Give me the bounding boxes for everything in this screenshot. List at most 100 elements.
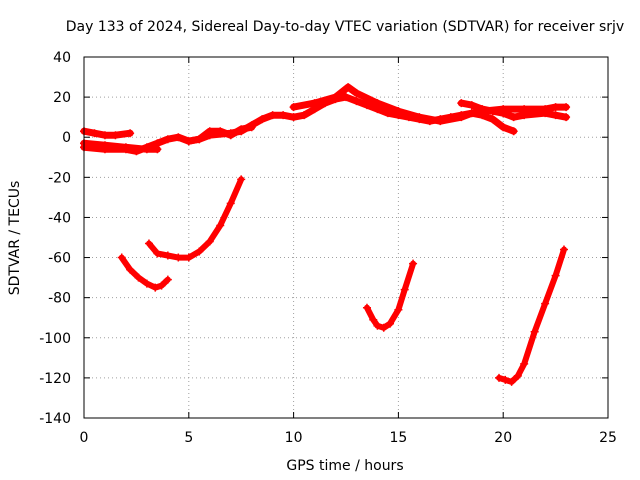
y-tick-label: -140 [39, 411, 71, 427]
data-point [153, 249, 162, 258]
y-tick-label: -60 [48, 251, 71, 267]
y-tick-label: 40 [53, 50, 71, 66]
data-point [144, 239, 153, 248]
chart-title: Day 133 of 2024, Sidereal Day-to-day VTE… [66, 19, 624, 35]
data-point [90, 129, 99, 138]
data-point [559, 245, 568, 254]
data-point [499, 123, 508, 132]
y-tick-label: -120 [39, 371, 71, 387]
data-point [362, 101, 371, 110]
data-point [373, 321, 382, 330]
data-point [300, 111, 309, 120]
data-point [153, 139, 162, 148]
data-point [562, 103, 571, 112]
data-point [507, 377, 516, 386]
data-point [478, 105, 487, 114]
data-point [121, 145, 130, 154]
data-point [237, 175, 246, 184]
data-point [126, 129, 135, 138]
data-point [457, 113, 466, 122]
data-point [163, 135, 172, 144]
data-point [157, 281, 166, 290]
data-point [163, 275, 172, 284]
data-point [394, 107, 403, 116]
series-line-arc-4 [496, 246, 567, 385]
data-point [195, 247, 204, 256]
data-point [541, 299, 550, 308]
data-point [342, 93, 350, 102]
data-point [541, 109, 550, 118]
data-point [268, 111, 277, 120]
data-point [551, 111, 560, 120]
data-point [530, 327, 539, 336]
data-point [373, 99, 382, 108]
data-point [488, 107, 497, 116]
x-tick-label: 25 [599, 430, 617, 446]
y-tick-label: 0 [62, 130, 71, 146]
data-point [562, 113, 571, 122]
plot-frame [83, 56, 609, 419]
data-point [551, 271, 560, 280]
data-point [258, 115, 267, 124]
ticks: 0 5 10 15 20 25 40 20 0 -20 -40 -60 -80 -100 -120 -140 [39, 50, 617, 446]
x-tick-label: 15 [389, 430, 407, 446]
data-point [509, 127, 518, 136]
data-point [331, 93, 340, 102]
data-point [513, 371, 522, 380]
data-point [237, 125, 246, 134]
data-point [151, 283, 160, 292]
data-point [310, 99, 319, 108]
data-point [467, 109, 476, 118]
data-point [226, 199, 235, 208]
data-point [352, 97, 361, 106]
data-point [174, 133, 183, 142]
x-axis-label: GPS time / hours [286, 458, 403, 474]
data-point [205, 127, 214, 136]
data-point [205, 237, 214, 246]
data-point [467, 101, 476, 110]
data-point [495, 373, 504, 382]
data-point [415, 113, 424, 122]
data-point [352, 89, 361, 98]
data-point [344, 83, 353, 92]
data-point [142, 279, 151, 288]
data-point [520, 111, 529, 120]
data-point [551, 103, 560, 112]
x-tick-label: 10 [285, 430, 303, 446]
x-tick-label: 5 [184, 430, 193, 446]
data-point [226, 131, 235, 140]
data-point [247, 123, 256, 132]
y-tick-label: -100 [39, 331, 71, 347]
series-layer [80, 83, 571, 386]
data-point [100, 145, 109, 154]
data-point [409, 259, 418, 268]
data-point [499, 109, 508, 118]
data-point [126, 265, 135, 274]
x-tick-label: 20 [494, 430, 512, 446]
y-axis-label: SDTVAR / TECUs [7, 181, 23, 296]
data-point [369, 315, 378, 324]
data-point [134, 273, 143, 282]
data-point [111, 131, 120, 140]
data-point [488, 115, 497, 124]
data-point [216, 127, 225, 136]
data-point [289, 103, 298, 112]
y-tick-label: -40 [48, 210, 71, 226]
data-point [289, 113, 298, 122]
y-tick-label: 20 [53, 90, 71, 106]
data-point [400, 285, 409, 294]
data-point [195, 135, 204, 144]
data-point [100, 131, 109, 140]
data-point [394, 305, 403, 314]
data-point [501, 375, 510, 384]
data-point [379, 323, 388, 332]
data-point [142, 143, 151, 152]
data-point [520, 359, 529, 368]
data-point [163, 251, 172, 260]
data-point [362, 303, 371, 312]
data-point [386, 319, 395, 328]
data-point [509, 113, 518, 122]
data-point [184, 137, 193, 146]
data-point [132, 147, 141, 156]
